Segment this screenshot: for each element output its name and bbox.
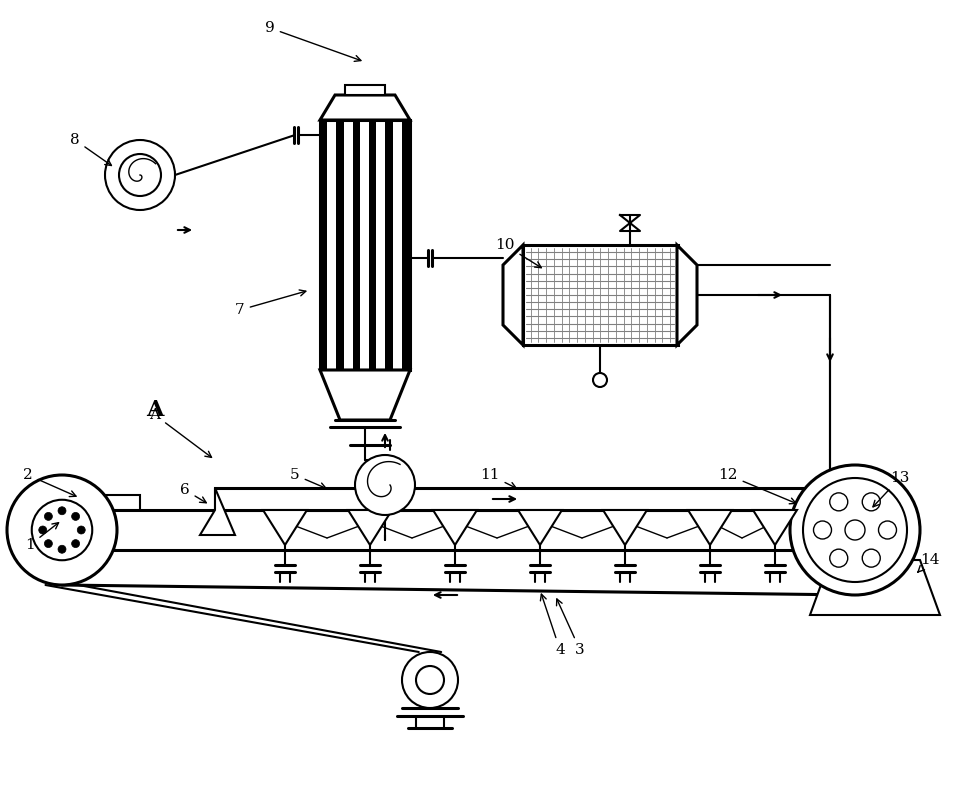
Circle shape <box>877 521 896 539</box>
Circle shape <box>861 493 879 510</box>
Polygon shape <box>348 510 391 545</box>
Polygon shape <box>517 510 561 545</box>
Polygon shape <box>20 495 140 510</box>
Circle shape <box>77 526 86 534</box>
Circle shape <box>105 140 175 210</box>
Circle shape <box>789 465 919 595</box>
Text: 8: 8 <box>70 133 111 166</box>
Circle shape <box>861 549 879 567</box>
Bar <box>320 121 327 369</box>
Text: 5: 5 <box>290 468 326 488</box>
Text: 7: 7 <box>234 290 306 317</box>
Circle shape <box>415 666 444 694</box>
Circle shape <box>71 512 80 521</box>
Circle shape <box>119 154 160 196</box>
Polygon shape <box>687 510 731 545</box>
Circle shape <box>813 521 830 539</box>
Polygon shape <box>752 510 796 545</box>
Bar <box>345 85 384 95</box>
Circle shape <box>355 455 414 515</box>
Text: 1: 1 <box>25 522 59 552</box>
Bar <box>336 121 343 369</box>
Polygon shape <box>603 510 647 545</box>
Text: 10: 10 <box>495 238 541 267</box>
Polygon shape <box>320 370 409 420</box>
Text: 4: 4 <box>540 594 564 657</box>
Bar <box>353 121 359 369</box>
Circle shape <box>32 499 92 560</box>
Polygon shape <box>809 488 844 535</box>
Bar <box>369 121 376 369</box>
Circle shape <box>829 493 847 510</box>
Text: 11: 11 <box>480 468 516 488</box>
Bar <box>385 121 392 369</box>
Circle shape <box>592 373 606 387</box>
Circle shape <box>802 478 906 582</box>
Text: 12: 12 <box>718 468 795 504</box>
Circle shape <box>44 512 52 521</box>
Circle shape <box>402 652 457 708</box>
Polygon shape <box>200 488 234 535</box>
Circle shape <box>829 549 847 567</box>
Polygon shape <box>809 560 939 615</box>
Polygon shape <box>262 510 307 545</box>
Text: 3: 3 <box>556 599 584 657</box>
Bar <box>523 245 678 345</box>
Bar <box>402 121 408 369</box>
Circle shape <box>844 520 864 540</box>
Circle shape <box>58 507 66 514</box>
Polygon shape <box>432 510 477 545</box>
Circle shape <box>38 526 47 534</box>
Text: A: A <box>146 399 163 421</box>
Text: A: A <box>149 408 211 458</box>
Circle shape <box>7 475 117 585</box>
Text: 9: 9 <box>265 21 360 62</box>
Text: 6: 6 <box>180 483 206 503</box>
Circle shape <box>71 540 80 548</box>
Polygon shape <box>320 95 409 120</box>
Circle shape <box>44 540 52 548</box>
Text: 2: 2 <box>23 468 76 496</box>
Bar <box>320 120 409 370</box>
Bar <box>214 488 829 510</box>
Polygon shape <box>503 245 523 345</box>
Text: 14: 14 <box>917 553 939 572</box>
Circle shape <box>58 545 66 553</box>
Text: 13: 13 <box>872 471 909 507</box>
Polygon shape <box>677 245 697 345</box>
